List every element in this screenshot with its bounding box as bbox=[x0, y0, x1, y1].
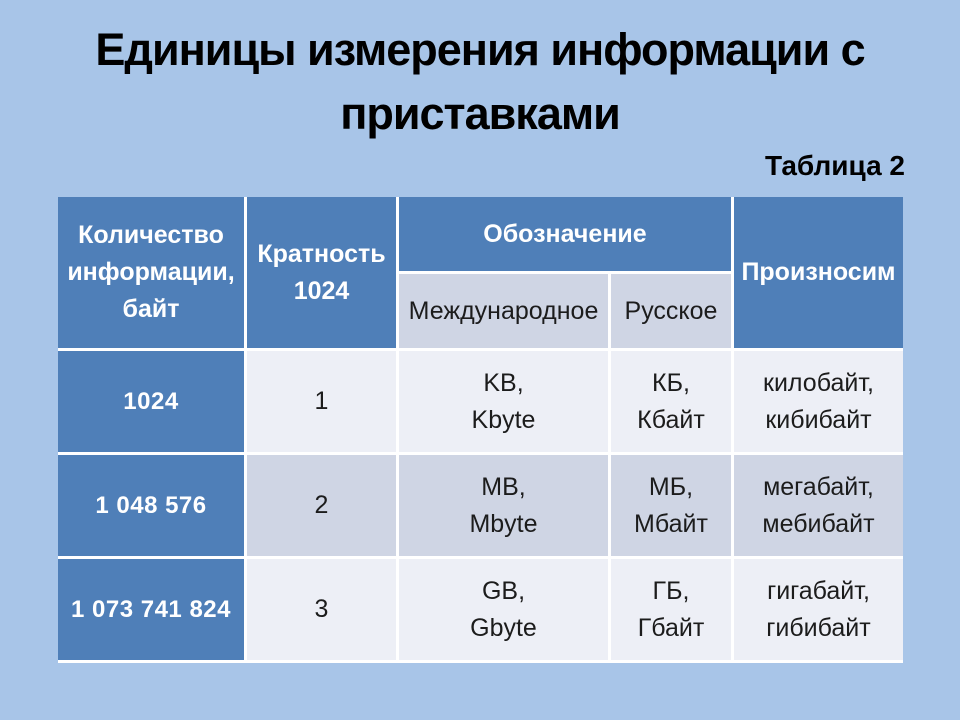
cell-row3-pronounce: гигабайт, гибибайт bbox=[734, 559, 903, 660]
header-pronounce: Произносим bbox=[734, 197, 903, 348]
cell-row1-amount: 1024 bbox=[58, 351, 244, 452]
cell-row2-pronounce: мегабайт, мебибайт bbox=[734, 455, 903, 556]
slide-title-line2: приставками bbox=[340, 87, 621, 139]
header-amount-of-information: Количество информации, байт bbox=[58, 197, 244, 348]
cell-row2-amount: 1 048 576 bbox=[58, 455, 244, 556]
slide-title: Единицы измерения информации с приставкам… bbox=[0, 18, 960, 146]
cell-row1-international: KB, Kbyte bbox=[399, 351, 608, 452]
cell-row3-international: GB, Gbyte bbox=[399, 559, 608, 660]
cell-row2-russian: МБ, Мбайт bbox=[611, 455, 731, 556]
cell-row2-multiplicity: 2 bbox=[247, 455, 396, 556]
table-caption: Таблица 2 bbox=[764, 150, 905, 181]
slide-title-line1: Единицы измерения информации с bbox=[95, 24, 865, 75]
units-of-information-table: Количество информации, байт Кратность 10… bbox=[58, 197, 903, 663]
cell-row1-russian: КБ, Кбайт bbox=[611, 351, 731, 452]
cell-row3-russian: ГБ, Гбайт bbox=[611, 559, 731, 660]
cell-row3-multiplicity: 3 bbox=[247, 559, 396, 660]
cell-row2-international: MB, Mbyte bbox=[399, 455, 608, 556]
subheader-russian: Русское bbox=[611, 274, 731, 348]
header-multiplicity-1024: Кратность 1024 bbox=[247, 197, 396, 348]
cell-row3-amount: 1 073 741 824 bbox=[58, 559, 244, 660]
cell-row1-multiplicity: 1 bbox=[247, 351, 396, 452]
cell-row1-pronounce: килобайт, кибибайт bbox=[734, 351, 903, 452]
subheader-international: Международное bbox=[399, 274, 608, 348]
header-designation: Обозначение bbox=[399, 197, 731, 271]
